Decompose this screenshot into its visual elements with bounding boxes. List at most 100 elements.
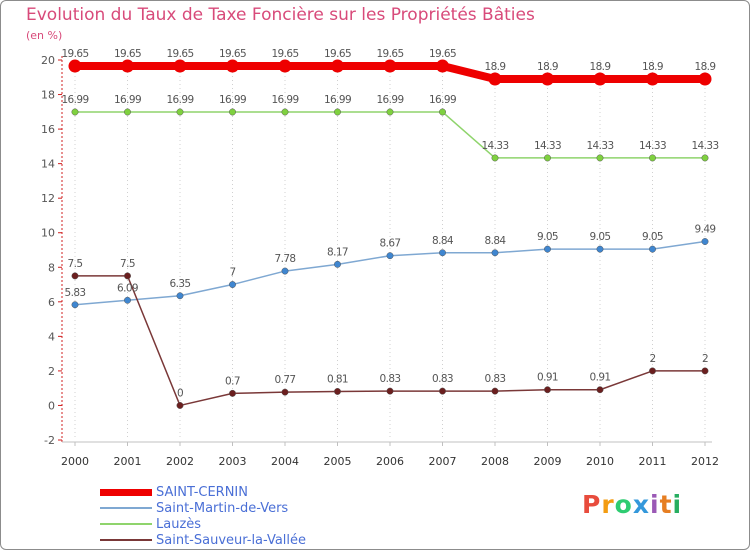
data-label-lauzes-2001: 16.99 xyxy=(114,94,141,106)
data-point-saint-martin-de-vers-2012 xyxy=(701,238,709,245)
data-point-lauzes-2005 xyxy=(334,108,341,116)
data-label-lauzes-2007: 16.99 xyxy=(429,94,456,106)
data-label-saint-cernin-2006: 19.65 xyxy=(376,48,403,60)
data-label-saint-cernin-2000: 19.65 xyxy=(61,48,88,60)
data-point-saint-sauveur-la-vallee-2012 xyxy=(701,367,709,375)
logo-letter: i xyxy=(672,490,683,519)
data-point-saint-martin-de-vers-2008 xyxy=(491,249,499,257)
data-point-saint-cernin-2010 xyxy=(593,72,607,86)
data-point-saint-sauveur-la-vallee-2010 xyxy=(596,386,604,394)
data-point-lauzes-2002 xyxy=(176,108,184,116)
data-label-saint-sauveur-la-vallee-2010: 0.91 xyxy=(590,372,611,384)
data-point-saint-sauveur-la-vallee-2002 xyxy=(176,402,184,409)
data-label-lauzes-2002: 16.99 xyxy=(166,94,193,106)
data-point-lauzes-2001 xyxy=(124,108,131,116)
x-tick-label-2009: 2009 xyxy=(534,455,562,468)
chart-title: Evolution du Taux de Taxe Foncière sur l… xyxy=(26,5,535,25)
data-point-lauzes-2012 xyxy=(701,154,709,162)
logo-letter: i xyxy=(650,490,660,519)
data-label-saint-sauveur-la-vallee-2004: 0.77 xyxy=(275,374,296,386)
data-label-saint-martin-de-vers-2012: 9.49 xyxy=(695,224,716,236)
legend: SAINT-CERNIN Saint-Martin-de-Vers Lauzès… xyxy=(100,484,306,548)
y-tick-label-0: 0 xyxy=(48,399,55,412)
data-point-saint-cernin-2003 xyxy=(226,59,239,73)
data-label-saint-cernin-2001: 19.65 xyxy=(114,48,141,60)
x-tick-label-2007: 2007 xyxy=(429,455,457,468)
data-point-saint-cernin-2000 xyxy=(68,59,82,73)
data-label-saint-cernin-2012: 18.9 xyxy=(695,61,716,73)
x-tick-label-2012: 2012 xyxy=(691,455,719,468)
data-label-saint-martin-de-vers-2010: 9.05 xyxy=(590,231,611,243)
data-point-saint-cernin-2011 xyxy=(646,72,659,86)
data-point-lauzes-2010 xyxy=(596,154,604,162)
data-point-saint-sauveur-la-vallee-2003 xyxy=(229,389,236,397)
data-point-saint-martin-de-vers-2003 xyxy=(229,281,236,288)
data-label-lauzes-2004: 16.99 xyxy=(271,94,298,106)
x-tick-label-2003: 2003 xyxy=(219,455,247,468)
data-label-lauzes-2011: 14.33 xyxy=(639,140,666,152)
data-point-lauzes-2006 xyxy=(386,108,394,116)
data-label-lauzes-2012: 14.33 xyxy=(691,140,718,152)
data-label-saint-sauveur-la-vallee-2011: 2 xyxy=(649,353,655,365)
legend-item-saint-cernin[interactable]: SAINT-CERNIN xyxy=(100,484,306,500)
data-label-lauzes-2005: 16.99 xyxy=(324,94,351,106)
data-label-saint-martin-de-vers-2006: 8.67 xyxy=(380,238,401,250)
data-label-lauzes-2010: 14.33 xyxy=(586,140,613,152)
data-point-saint-sauveur-la-vallee-2006 xyxy=(386,387,394,395)
data-point-saint-martin-de-vers-2006 xyxy=(386,252,394,260)
legend-item-saint-sauveur-la-vallee[interactable]: Saint-Sauveur-la-Vallée xyxy=(100,532,306,548)
series-line-saint-martin-de-vers xyxy=(74,240,706,306)
data-label-saint-sauveur-la-vallee-2002: 0 xyxy=(177,387,183,399)
proxiti-logo: Proxiti xyxy=(582,490,682,519)
data-label-saint-cernin-2004: 19.65 xyxy=(271,48,298,60)
y-tick-label--2: -2 xyxy=(44,434,55,447)
data-point-saint-sauveur-la-vallee-2004 xyxy=(281,388,289,396)
y-tick-label-12: 12 xyxy=(41,192,55,205)
data-label-saint-cernin-2010: 18.9 xyxy=(590,61,611,73)
legend-item-saint-martin-de-vers[interactable]: Saint-Martin-de-Vers xyxy=(100,500,306,516)
legend-swatch-saint-sauveur-la-vallee xyxy=(100,539,152,541)
x-tick-label-2011: 2011 xyxy=(639,455,667,468)
data-point-saint-sauveur-la-vallee-2008 xyxy=(491,387,499,395)
x-tick-label-2000: 2000 xyxy=(61,455,89,468)
data-point-lauzes-2007 xyxy=(439,108,446,116)
x-tick-label-2008: 2008 xyxy=(481,455,509,468)
legend-swatch-saint-cernin xyxy=(100,488,152,496)
data-label-saint-sauveur-la-vallee-2001: 7.5 xyxy=(120,258,135,270)
data-label-saint-martin-de-vers-2001: 6.09 xyxy=(117,282,138,294)
data-point-saint-cernin-2002 xyxy=(173,59,187,73)
data-point-saint-martin-de-vers-2007 xyxy=(439,249,446,257)
legend-item-lauzes[interactable]: Lauzès xyxy=(100,516,306,532)
data-point-saint-martin-de-vers-2000 xyxy=(71,301,79,309)
logo-letter: r xyxy=(601,490,615,519)
legend-label-lauzes: Lauzès xyxy=(156,516,202,532)
data-label-saint-martin-de-vers-2007: 8.84 xyxy=(432,235,454,247)
logo-letter: P xyxy=(582,490,602,519)
legend-label-saint-martin-de-vers: Saint-Martin-de-Vers xyxy=(156,500,289,516)
data-point-saint-cernin-2006 xyxy=(383,59,397,73)
data-point-saint-cernin-2009 xyxy=(541,72,554,86)
unit-label: (en %) xyxy=(26,29,63,42)
data-point-saint-sauveur-la-vallee-2011 xyxy=(649,367,656,375)
data-point-lauzes-2003 xyxy=(229,108,236,116)
data-label-saint-sauveur-la-vallee-2007: 0.83 xyxy=(432,373,453,385)
data-label-saint-cernin-2009: 18.9 xyxy=(537,61,558,73)
data-label-saint-sauveur-la-vallee-2003: 0.7 xyxy=(225,375,240,387)
data-point-saint-martin-de-vers-2004 xyxy=(281,267,289,275)
x-tick-label-2005: 2005 xyxy=(324,455,352,468)
data-label-saint-martin-de-vers-2002: 6.35 xyxy=(170,278,191,290)
x-tick-label-2010: 2010 xyxy=(586,455,614,468)
data-label-saint-martin-de-vers-2008: 8.84 xyxy=(485,235,507,247)
y-tick-label-2: 2 xyxy=(48,365,55,378)
data-point-saint-martin-de-vers-2010 xyxy=(596,245,604,253)
logo-letter: o xyxy=(614,490,633,519)
y-tick-label-18: 18 xyxy=(41,89,55,102)
data-point-saint-martin-de-vers-2001 xyxy=(124,296,131,304)
data-point-saint-cernin-2001 xyxy=(121,59,134,73)
data-label-saint-sauveur-la-vallee-2000: 7.5 xyxy=(68,258,83,270)
data-label-saint-martin-de-vers-2004: 7.78 xyxy=(275,253,296,265)
data-label-saint-sauveur-la-vallee-2012: 2 xyxy=(702,353,708,365)
data-point-saint-sauveur-la-vallee-2005 xyxy=(334,388,341,395)
data-point-saint-cernin-2012 xyxy=(698,72,712,86)
